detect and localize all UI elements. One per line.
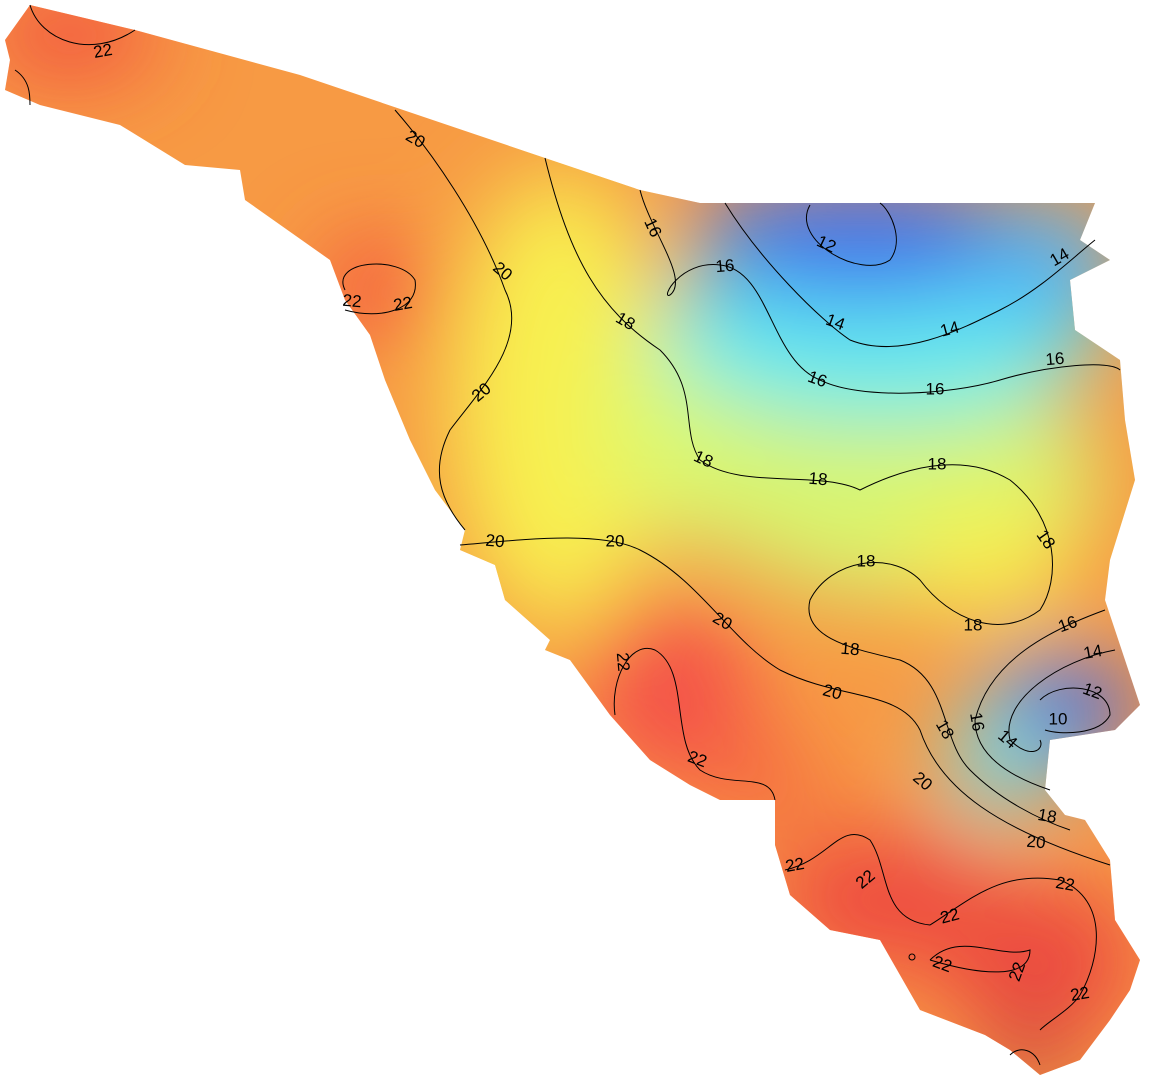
contour-label: 16 [926,379,945,398]
contour-label: 18 [964,615,983,634]
contour-label: 18 [840,639,861,660]
contour-label: 16 [715,256,736,277]
contour-label: 22 [938,904,961,927]
contour-label: 22 [342,291,363,312]
contour-label: 18 [1036,805,1058,827]
contour-label: 18 [808,469,829,490]
contour-label: 22 [784,854,806,876]
contour-label: 20 [821,680,844,703]
contour-label: 20 [485,531,506,552]
contour-label: 22 [613,652,634,673]
contour-label: 16 [1045,349,1066,370]
contour-label: 22 [92,40,114,62]
contour-label: 22 [392,293,414,315]
contour-label: 18 [928,454,947,473]
contour-lines [14,4,1121,1066]
contour-label: 14 [1082,641,1104,663]
contour-label: 20 [1026,832,1047,853]
contour-label: 22 [1069,983,1091,1005]
contour-label: 18 [857,551,876,570]
contour-label: 14 [938,317,961,340]
contour-label: 20 [606,531,625,550]
contour-label: 22 [1054,873,1076,895]
contour-label: 10 [1049,709,1068,728]
contour-label: 16 [966,711,988,733]
